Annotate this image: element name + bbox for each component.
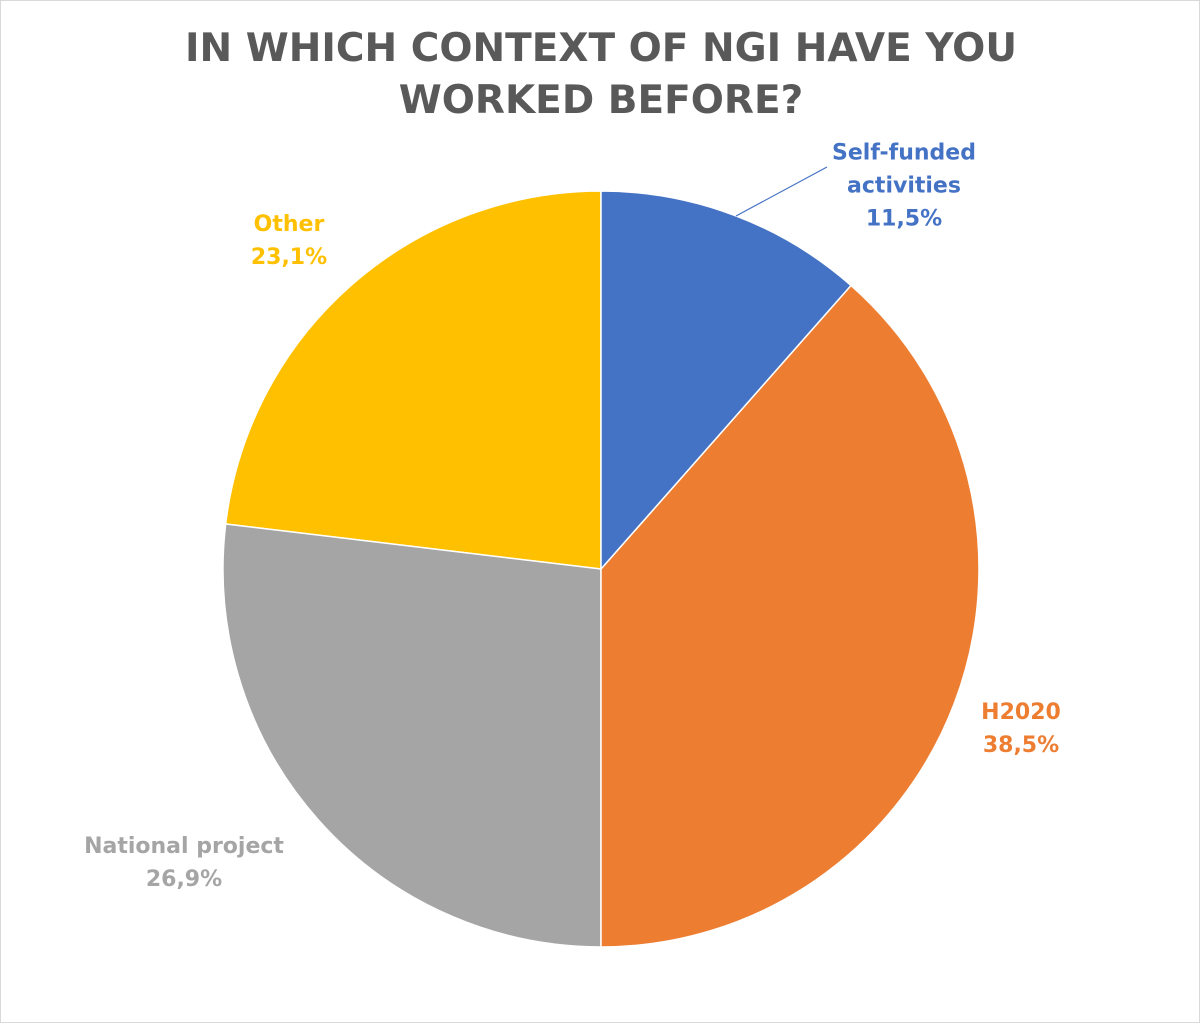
pie-slice	[600, 190, 853, 571]
category-label: H2020	[981, 700, 1061, 725]
pie-slice	[224, 190, 602, 570]
chart-title: IN WHICH CONTEXT OF NGI HAVE YOU WORKED …	[184, 26, 1017, 123]
category-label: Self-funded activities	[832, 140, 976, 199]
value-label: 38,5%	[982, 733, 1060, 758]
data-label: H2020 38,5%	[941, 696, 1101, 762]
category-label: Other	[253, 212, 325, 237]
leader-line	[735, 166, 828, 217]
data-label: Other 23,1%	[209, 208, 369, 274]
value-label: 11,5%	[865, 206, 943, 232]
pie-slice	[222, 523, 602, 948]
data-label: Self-funded activities 11,5%	[809, 137, 999, 236]
value-label: 26,9%	[145, 867, 223, 892]
value-label: 23,1%	[250, 245, 328, 270]
pie-slice	[600, 284, 980, 948]
category-label: National project	[84, 834, 284, 859]
data-label: National project 26,9%	[34, 830, 334, 896]
